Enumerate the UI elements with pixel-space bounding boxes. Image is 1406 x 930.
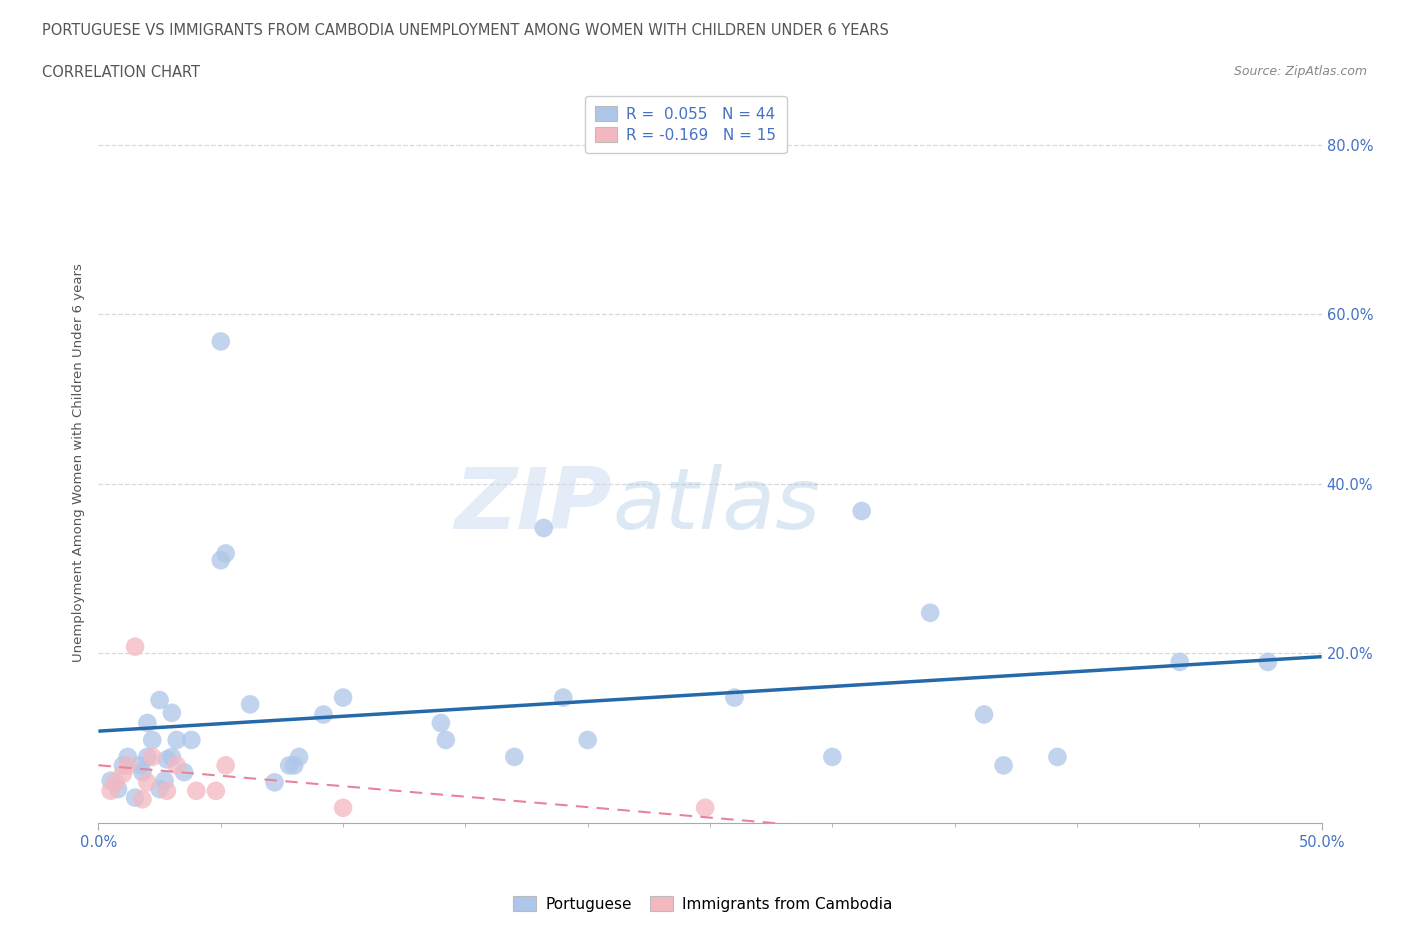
Point (129, 758, 152, 773)
Point (695, 801, 717, 816)
Point (111, 766, 134, 781)
Point (723, 690, 745, 705)
Point (166, 733, 188, 748)
Point (104, 775, 127, 790)
Text: ZIP: ZIP (454, 464, 612, 548)
Point (332, 801, 354, 816)
Point (332, 690, 354, 705)
Point (124, 790, 146, 805)
Point (141, 750, 163, 764)
Point (503, 750, 526, 764)
Point (1168, 655, 1191, 670)
Point (136, 715, 159, 730)
Point (149, 782, 172, 797)
Point (283, 758, 305, 773)
Point (149, 693, 172, 708)
Point (209, 334, 232, 349)
Text: Source: ZipAtlas.com: Source: ZipAtlas.com (1233, 65, 1367, 78)
Point (278, 758, 301, 773)
Y-axis label: Unemployment Among Women with Children Under 6 years: Unemployment Among Women with Children U… (72, 263, 86, 662)
Point (160, 705, 183, 720)
Legend: Portuguese, Immigrants from Cambodia: Portuguese, Immigrants from Cambodia (508, 890, 898, 918)
Point (209, 552, 232, 567)
Point (156, 783, 179, 798)
Point (533, 521, 555, 536)
Point (100, 783, 122, 798)
Point (993, 758, 1015, 773)
Text: PORTUGUESE VS IMMIGRANTS FROM CAMBODIA UNEMPLOYMENT AMONG WOMEN WITH CHILDREN UN: PORTUGUESE VS IMMIGRANTS FROM CAMBODIA U… (42, 23, 889, 38)
Point (576, 733, 599, 748)
Text: CORRELATION CHART: CORRELATION CHART (42, 65, 200, 80)
Point (156, 752, 179, 767)
Point (553, 690, 575, 705)
Point (1046, 750, 1069, 764)
Point (434, 733, 457, 748)
Point (100, 773, 122, 788)
Point (117, 758, 139, 773)
Point (1257, 655, 1279, 670)
Text: atlas: atlas (612, 464, 820, 548)
Point (288, 750, 311, 764)
Point (920, 605, 942, 620)
Point (107, 782, 129, 797)
Point (180, 733, 202, 748)
Point (205, 783, 228, 798)
Point (136, 750, 159, 764)
Point (124, 639, 146, 654)
Point (851, 503, 873, 518)
Point (160, 750, 183, 764)
Point (166, 758, 188, 773)
Point (214, 546, 236, 561)
Point (186, 783, 208, 798)
Point (131, 764, 153, 779)
Point (111, 758, 134, 773)
Point (973, 707, 995, 722)
Legend: R =  0.055   N = 44, R = -0.169   N = 15: R = 0.055 N = 44, R = -0.169 N = 15 (585, 96, 786, 153)
Point (136, 775, 159, 790)
Point (153, 773, 176, 788)
Point (430, 715, 453, 730)
Point (312, 707, 335, 722)
Point (117, 750, 139, 764)
Point (214, 758, 236, 773)
Point (821, 750, 844, 764)
Point (263, 775, 285, 790)
Point (239, 697, 262, 711)
Point (141, 733, 163, 748)
Point (131, 791, 153, 806)
Point (173, 764, 195, 779)
